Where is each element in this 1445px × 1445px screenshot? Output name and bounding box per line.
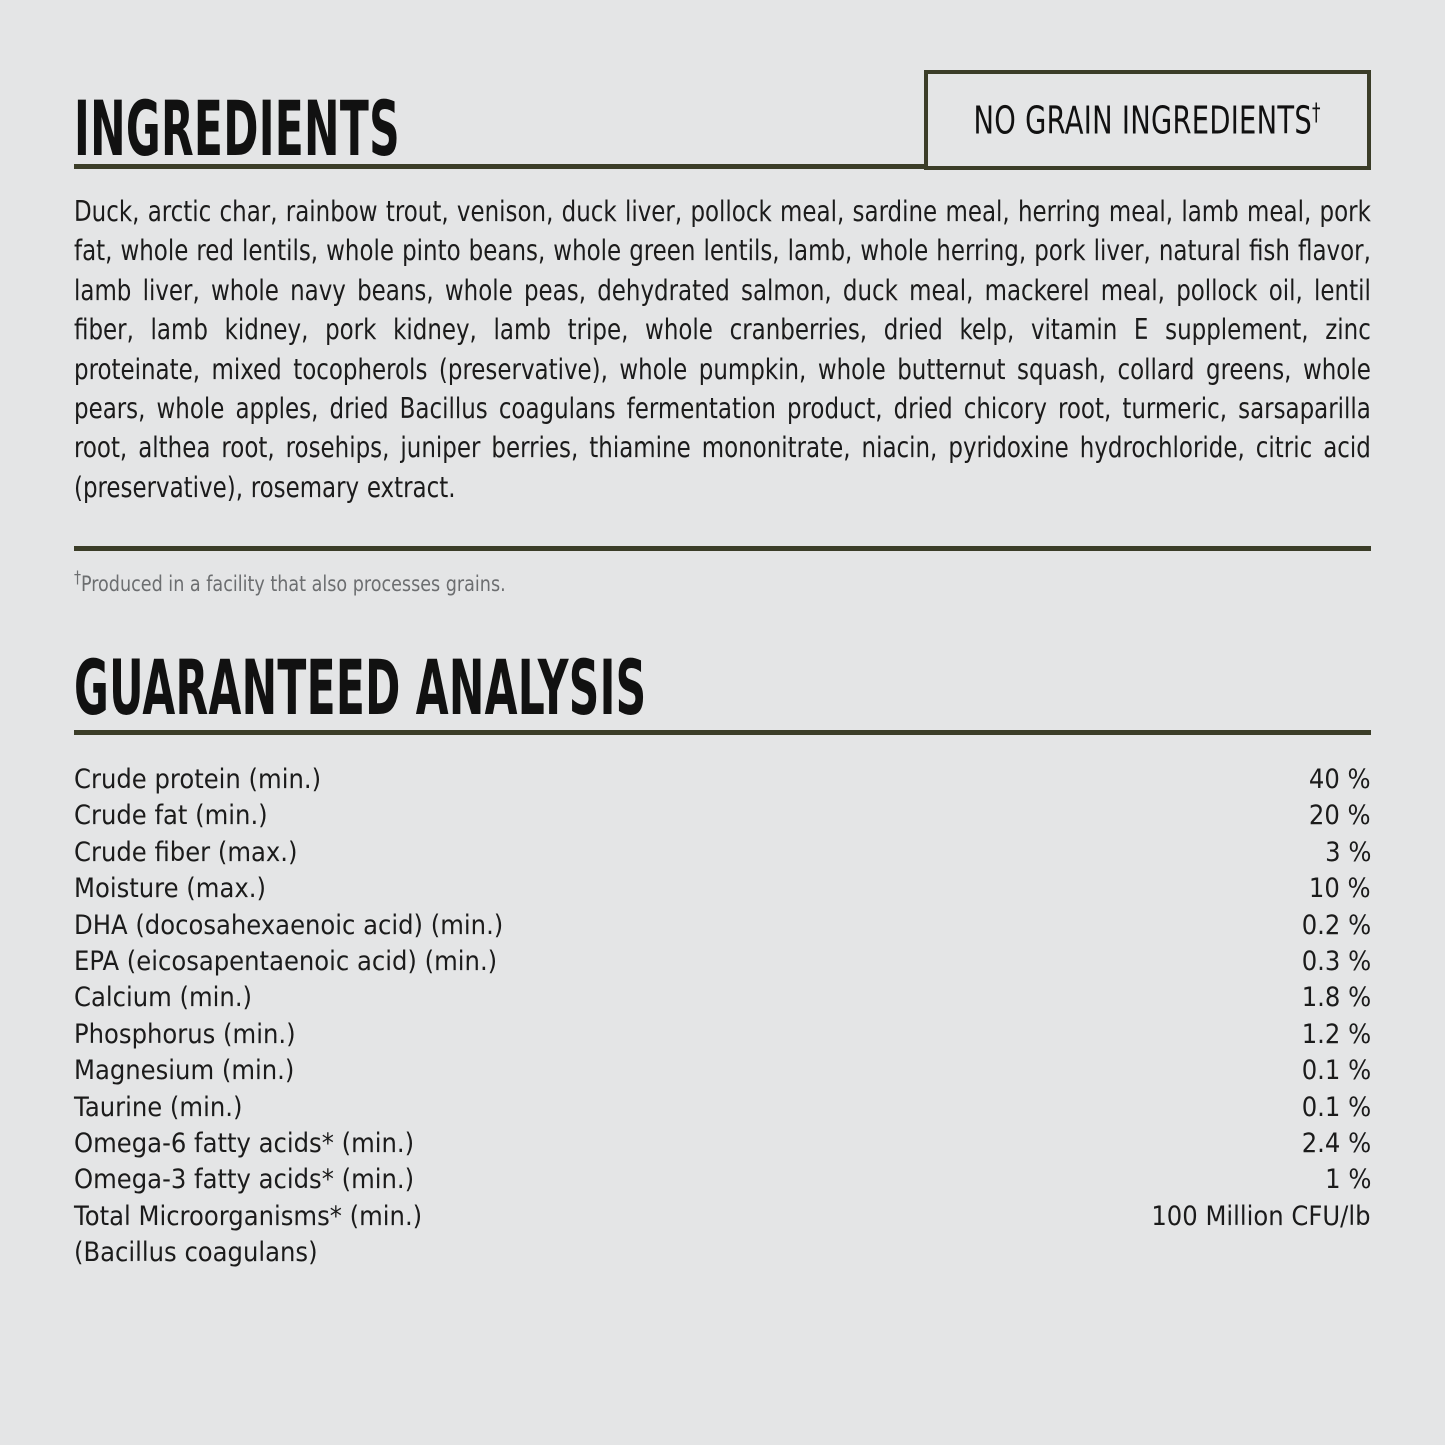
analysis-row-value: 0.1 % (933, 1055, 1371, 1091)
analysis-row-value-text: 20 % (1309, 800, 1371, 832)
analysis-row-label: DHA (docosahexaenoic acid) (min.) (74, 910, 933, 946)
analysis-row-value-text: 3 % (1324, 836, 1371, 868)
analysis-row-label-text: Taurine (min.) (74, 1091, 243, 1123)
analysis-row-label-text: (Bacillus coagulans) (74, 1237, 318, 1269)
analysis-row-value-text: 1.2 % (1301, 1018, 1371, 1050)
analysis-row-value: 0.3 % (933, 946, 1371, 982)
analysis-row-label: EPA (eicosapentaenoic acid) (min.) (74, 946, 933, 982)
table-row: Crude fiber (max.) 3 % (74, 837, 1371, 873)
analysis-row-value: 1 % (933, 1164, 1371, 1200)
analysis-row-value: 0.2 % (933, 910, 1371, 946)
analysis-row-label-text: Omega-6 fatty acids* (min.) (74, 1127, 415, 1159)
analysis-row-label-text: EPA (eicosapentaenoic acid) (min.) (74, 945, 498, 977)
analysis-heading-row: GUARANTEED ANALYSIS (74, 637, 1371, 732)
analysis-row-label-text: DHA (docosahexaenoic acid) (min.) (74, 909, 504, 941)
analysis-row-value-text: 1 % (1324, 1164, 1371, 1196)
analysis-row-value (933, 1237, 1371, 1273)
analysis-row-label: (Bacillus coagulans) (74, 1237, 933, 1273)
footnote-text: Produced in a facility that also process… (81, 572, 506, 596)
analysis-row-value: 100 Million CFU/lb (933, 1201, 1371, 1237)
table-row: Moisture (max.) 10 % (74, 873, 1371, 909)
analysis-row-value-text: 10 % (1309, 873, 1371, 905)
analysis-divider (74, 730, 1371, 735)
analysis-row-label: Crude protein (min.) (74, 764, 933, 800)
table-row: Phosphorus (min.) 1.2 % (74, 1019, 1371, 1055)
footnote-divider (74, 546, 1371, 551)
ingredients-divider (74, 164, 1371, 169)
analysis-row-label: Omega-6 fatty acids* (min.) (74, 1128, 933, 1164)
table-row: Crude protein (min.) 40 % (74, 764, 1371, 800)
analysis-row-label: Moisture (max.) (74, 873, 933, 909)
table-row: Omega-3 fatty acids* (min.) 1 % (74, 1164, 1371, 1200)
analysis-row-label-text: Calcium (min.) (74, 982, 253, 1014)
analysis-row-label: Omega-3 fatty acids* (min.) (74, 1164, 933, 1200)
table-row: Magnesium (min.) 0.1 % (74, 1055, 1371, 1091)
badge-text-main: NO GRAIN INGREDIENTS (973, 98, 1313, 143)
analysis-row-value-text: 0.3 % (1301, 945, 1371, 977)
analysis-row-value-text: 0.2 % (1301, 909, 1371, 941)
analysis-row-value: 2.4 % (933, 1128, 1371, 1164)
nutrition-panel: INGREDIENTS NO GRAIN INGREDIENTS† Duck, … (74, 0, 1371, 1445)
guaranteed-analysis-title: GUARANTEED ANALYSIS (74, 642, 647, 732)
analysis-row-label: Phosphorus (min.) (74, 1019, 933, 1055)
analysis-row-label-text: Total Microorganisms* (min.) (74, 1200, 423, 1232)
badge-dagger-marker: † (1312, 97, 1322, 126)
analysis-row-label-text: Magnesium (min.) (74, 1055, 295, 1087)
analysis-row-value: 20 % (933, 800, 1371, 836)
guaranteed-analysis-body: Crude protein (min.) 40 % Crude fat (min.)… (74, 764, 1371, 1273)
analysis-row-value-text: 100 Million CFU/lb (1151, 1200, 1371, 1232)
analysis-row-label: Calcium (min.) (74, 982, 933, 1018)
table-row: (Bacillus coagulans) (74, 1237, 1371, 1273)
table-row: Taurine (min.) 0.1 % (74, 1092, 1371, 1128)
table-row: Crude fat (min.) 20 % (74, 800, 1371, 836)
analysis-row-value-text: 0.1 % (1301, 1091, 1371, 1123)
table-row: Calcium (min.) 1.8 % (74, 982, 1371, 1018)
page-title: INGREDIENTS (74, 83, 400, 173)
facility-footnote: †Produced in a facility that also proces… (74, 567, 506, 596)
no-grain-ingredients-badge: NO GRAIN INGREDIENTS† (924, 70, 1371, 170)
analysis-row-label-text: Crude fiber (max.) (74, 836, 298, 868)
analysis-row-value-text: 0.1 % (1301, 1055, 1371, 1087)
analysis-row-value: 1.2 % (933, 1019, 1371, 1055)
analysis-row-value-text: 1.8 % (1301, 982, 1371, 1014)
analysis-row-label: Magnesium (min.) (74, 1055, 933, 1091)
analysis-row-value: 1.8 % (933, 982, 1371, 1018)
analysis-row-value: 0.1 % (933, 1092, 1371, 1128)
analysis-row-label-text: Moisture (max.) (74, 873, 266, 905)
footnote-dagger-marker: † (74, 567, 82, 587)
analysis-row-label: Total Microorganisms* (min.) (74, 1201, 933, 1237)
analysis-row-label: Crude fat (min.) (74, 800, 933, 836)
analysis-row-value-text: 40 % (1309, 764, 1371, 795)
ingredients-heading-row: INGREDIENTS (74, 78, 1371, 173)
analysis-row-value: 40 % (933, 764, 1371, 800)
analysis-row-label-text: Crude fat (min.) (74, 800, 268, 832)
analysis-row-label-text: Crude protein (min.) (74, 764, 322, 795)
ingredients-list-text: Duck, arctic char, rainbow trout, veniso… (74, 195, 1371, 504)
table-row: EPA (eicosapentaenoic acid) (min.) 0.3 % (74, 946, 1371, 982)
analysis-row-label: Crude fiber (max.) (74, 837, 933, 873)
guaranteed-analysis-table: Crude protein (min.) 40 % Crude fat (min.)… (74, 764, 1371, 1273)
table-row: Omega-6 fatty acids* (min.) 2.4 % (74, 1128, 1371, 1164)
table-row: Total Microorganisms* (min.) 100 Million … (74, 1201, 1371, 1237)
no-grain-ingredients-badge-label: NO GRAIN INGREDIENTS† (974, 98, 1321, 143)
analysis-row-label-text: Phosphorus (min.) (74, 1018, 296, 1050)
analysis-row-value: 3 % (933, 837, 1371, 873)
analysis-row-value-text: 2.4 % (1301, 1127, 1371, 1159)
analysis-row-value: 10 % (933, 873, 1371, 909)
analysis-row-label-text: Omega-3 fatty acids* (min.) (74, 1164, 415, 1196)
table-row: DHA (docosahexaenoic acid) (min.) 0.2 % (74, 910, 1371, 946)
analysis-row-label: Taurine (min.) (74, 1092, 933, 1128)
